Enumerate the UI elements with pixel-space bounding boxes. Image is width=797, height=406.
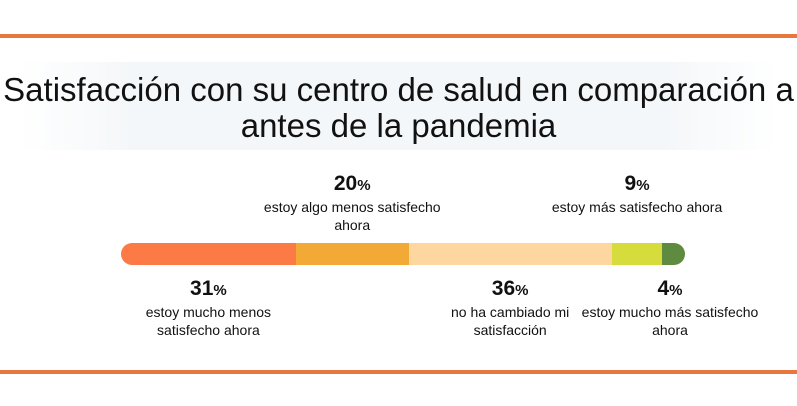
segment-label-4: 4% estoy mucho más satisfecho ahora <box>580 277 760 339</box>
value-label: 4% <box>657 277 683 300</box>
bar-segment-4 <box>662 243 685 265</box>
segment-label-2: 36% no ha cambiado mi satisfacción <box>420 277 600 339</box>
category-label: estoy mucho más satisfecho ahora <box>581 304 759 338</box>
bar-segment-1 <box>295 243 409 265</box>
category-label: no ha cambiado mi satisfacción <box>451 304 570 338</box>
value-label: 31% <box>190 277 227 300</box>
value-label: 20% <box>333 172 371 195</box>
category-label: estoy mucho menos satisfecho ahora <box>145 304 272 338</box>
bottom-rule <box>0 370 797 374</box>
category-label: estoy más satisfecho ahora <box>551 199 723 215</box>
value-label: 36% <box>491 277 529 300</box>
chart-title: Satisfacción con su centro de salud en c… <box>3 71 794 144</box>
title-band <box>20 62 777 150</box>
stacked-bar <box>121 243 685 265</box>
bar-segment-2 <box>408 243 612 265</box>
value-label: 9% <box>624 172 650 195</box>
segment-label-0: 31% estoy mucho menos satisfecho ahora <box>118 277 298 339</box>
bar-segment-3 <box>611 243 663 265</box>
bar-segment-0 <box>121 243 296 265</box>
segment-label-3: 9% estoy más satisfecho ahora <box>547 172 727 216</box>
category-label: estoy algo menos satisfecho ahora <box>263 199 441 233</box>
top-rule <box>0 34 797 38</box>
segment-label-1: 20% estoy algo menos satisfecho ahora <box>262 172 442 234</box>
